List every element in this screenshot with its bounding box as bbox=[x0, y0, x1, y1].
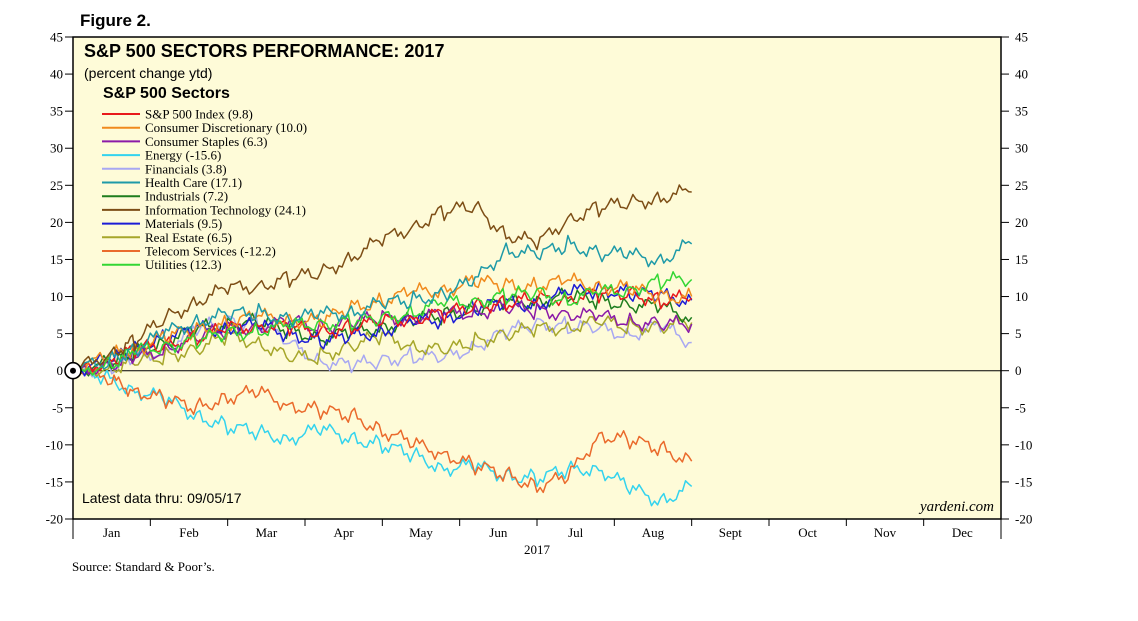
y-tick-label-right: 0 bbox=[1015, 363, 1022, 378]
x-tick-label-jul: Jul bbox=[568, 525, 584, 540]
y-axis-right: -20 -15 -10 -5 0 5 10 15 20 25 30 35 40 45 bbox=[1001, 30, 1032, 527]
x-tick-label-dec: Dec bbox=[952, 525, 973, 540]
x-tick-label-mar: Mar bbox=[255, 525, 277, 540]
y-tick-label-right: 35 bbox=[1015, 104, 1028, 119]
y-tick-label-right: -5 bbox=[1015, 400, 1026, 415]
y-tick-label-left: 45 bbox=[50, 30, 63, 45]
series-line-9 bbox=[72, 314, 693, 378]
x-tick-label-jun: Jun bbox=[489, 525, 508, 540]
chart-title: S&P 500 SECTORS PERFORMANCE: 2017 bbox=[84, 41, 444, 61]
legend-entry: Health Care (17.1) bbox=[145, 175, 242, 190]
x-tick-label-may: May bbox=[409, 525, 433, 540]
legend-entry: Financials (3.8) bbox=[145, 161, 227, 176]
watermark: yardeni.com bbox=[918, 499, 994, 515]
y-tick-label-right: 20 bbox=[1015, 215, 1028, 230]
y-tick-label-right: 45 bbox=[1015, 30, 1028, 45]
y-tick-label-right: -10 bbox=[1015, 437, 1032, 452]
legend-entry: Real Estate (6.5) bbox=[145, 230, 232, 245]
source-note: Source: Standard & Poor’s. bbox=[72, 559, 215, 574]
origin-marker bbox=[64, 361, 82, 380]
origin-dot bbox=[70, 367, 76, 374]
y-tick-label-right: 15 bbox=[1015, 252, 1028, 267]
legend-entry: Consumer Discretionary (10.0) bbox=[145, 120, 307, 135]
y-tick-label-right: 30 bbox=[1015, 141, 1028, 156]
x-tick-label-feb: Feb bbox=[179, 525, 199, 540]
legend-entry: Consumer Staples (6.3) bbox=[145, 134, 267, 149]
latest-data-note: Latest data thru: 09/05/17 bbox=[82, 490, 242, 506]
legend-entry: S&P 500 Index (9.8) bbox=[145, 107, 253, 122]
y-tick-label-left: 35 bbox=[50, 104, 63, 119]
y-tick-label-right: 40 bbox=[1015, 67, 1028, 82]
series-line-8 bbox=[72, 281, 693, 377]
x-tick-label-aug: Aug bbox=[642, 525, 665, 540]
y-tick-label-left: 5 bbox=[57, 326, 64, 341]
legend-entry: Energy (-15.6) bbox=[145, 148, 221, 163]
series-line-0 bbox=[72, 285, 693, 373]
x-tick-label-sept: Sept bbox=[719, 525, 743, 540]
y-tick-label-left: -10 bbox=[46, 437, 63, 452]
legend-title: S&P 500 Sectors bbox=[103, 85, 230, 102]
x-tick-label-jan: Jan bbox=[103, 525, 121, 540]
y-tick-label-left: -15 bbox=[46, 474, 63, 489]
x-tick-label-apr: Apr bbox=[334, 525, 355, 540]
y-tick-label-left: 20 bbox=[50, 215, 63, 230]
y-tick-label-left: 40 bbox=[50, 67, 63, 82]
series-line-4 bbox=[72, 312, 692, 378]
figure-label: Figure 2. bbox=[80, 11, 151, 30]
chart-subtitle: (percent change ytd) bbox=[84, 65, 212, 81]
y-tick-label-left: -20 bbox=[46, 512, 63, 527]
y-tick-label-right: 10 bbox=[1015, 289, 1028, 304]
legend: S&P 500 Index (9.8)Consumer Discretionar… bbox=[102, 107, 307, 272]
y-tick-label-left: 0 bbox=[57, 363, 64, 378]
y-tick-label-left: 10 bbox=[50, 289, 63, 304]
y-tick-label-left: 25 bbox=[50, 178, 63, 193]
series-line-3 bbox=[72, 366, 693, 507]
x-axis: Jan Feb Mar Apr May Jun Jul Aug Sept Oct Nov Dec bbox=[72, 519, 1002, 540]
y-tick-label-left: -5 bbox=[52, 400, 63, 415]
legend-entry: Telecom Services (-12.2) bbox=[145, 244, 276, 259]
series-lines bbox=[72, 184, 693, 507]
series-line-11 bbox=[72, 271, 693, 376]
y-axis-left: -20 -15 -10 -5 0 5 10 15 20 25 30 35 40 45 bbox=[46, 30, 73, 527]
y-tick-label-left: 30 bbox=[50, 141, 63, 156]
y-tick-label-left: 15 bbox=[50, 252, 63, 267]
plot-area bbox=[72, 36, 1002, 520]
legend-entry: Materials (9.5) bbox=[145, 216, 222, 231]
y-tick-label-right: 25 bbox=[1015, 178, 1028, 193]
y-tick-label-right: -20 bbox=[1015, 512, 1032, 527]
legend-entry: Utilities (12.3) bbox=[145, 257, 222, 272]
series-line-5 bbox=[72, 234, 693, 372]
x-tick-label-oct: Oct bbox=[798, 525, 817, 540]
legend-entry: Information Technology (24.1) bbox=[145, 202, 306, 217]
series-line-7 bbox=[72, 184, 692, 372]
y-tick-label-right: 5 bbox=[1015, 326, 1022, 341]
x-axis-label: 2017 bbox=[524, 542, 551, 557]
x-tick-label-nov: Nov bbox=[874, 525, 897, 540]
legend-entry: Industrials (7.2) bbox=[145, 189, 228, 204]
y-tick-label-right: -15 bbox=[1015, 474, 1032, 489]
series-line-10 bbox=[72, 367, 693, 494]
